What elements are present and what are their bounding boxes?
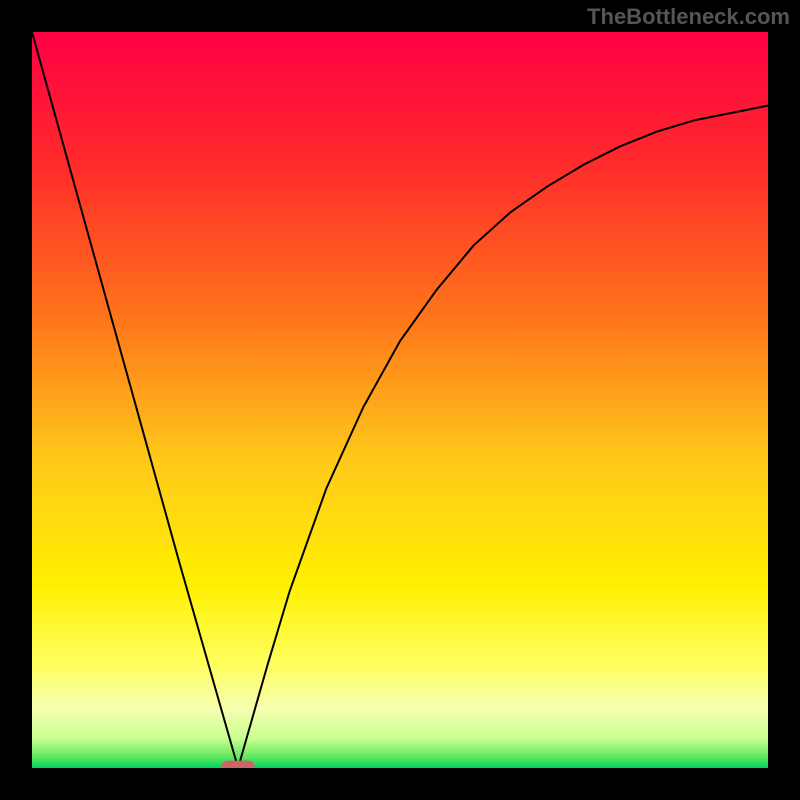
plot-background [32, 32, 768, 768]
bottleneck-chart [0, 0, 800, 800]
chart-container: TheBottleneck.com [0, 0, 800, 800]
